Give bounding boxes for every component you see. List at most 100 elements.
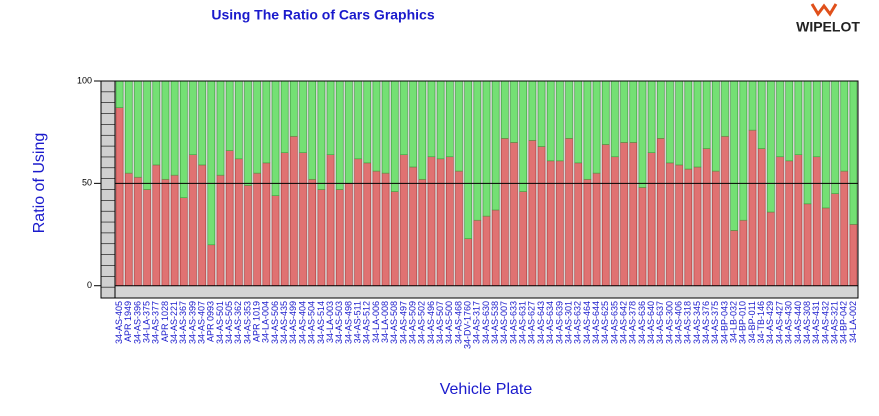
logo-icon [810, 3, 838, 17]
x-tick-label: 34-AS-432 [820, 301, 830, 344]
bar-segment [592, 80, 601, 174]
x-axis-label: Vehicle Plate [440, 381, 533, 398]
bar-segment [170, 80, 179, 176]
x-tick-label: 34-AS-301 [563, 301, 573, 344]
bar-segment [675, 80, 683, 166]
chart-title: Using The Ratio of Cars Graphics [211, 7, 434, 23]
bar-segment [565, 138, 573, 287]
bar-segment [464, 238, 472, 287]
bar-segment [721, 135, 729, 287]
bar-segment [501, 80, 509, 139]
bar-segment [161, 178, 170, 287]
bar-segment [739, 219, 748, 287]
x-tick-label: 34-AS-468 [453, 301, 463, 344]
bar-segment [556, 160, 564, 287]
x-tick-label: 34-BP-042 [839, 301, 849, 344]
x-tick-label: 34-AS-639 [554, 301, 564, 344]
bar-segment [280, 152, 289, 287]
bar-segment [235, 80, 243, 160]
bar-segment [656, 80, 665, 139]
bar-segment [134, 80, 142, 178]
bar-segment [418, 178, 427, 287]
bar-segment [244, 185, 252, 287]
x-tick-label: 34-AS-631 [518, 301, 528, 344]
bar-segment [189, 154, 197, 287]
bar-segment [235, 158, 243, 287]
bar-segment [546, 160, 555, 287]
bar-segment [601, 80, 610, 145]
x-tick-label: 34-AS-396 [132, 301, 142, 344]
x-tick-label: 34-LA-002 [848, 301, 858, 343]
bar-segment [207, 80, 216, 246]
x-tick-label: 34-AS-007 [499, 301, 509, 344]
bar-segment [326, 154, 335, 287]
x-tick-label: 34-AS-503 [334, 301, 344, 344]
bar-segment [822, 207, 830, 287]
x-tick-label: 34-AS-376 [701, 301, 711, 344]
x-tick-label: 34-AS-377 [151, 301, 161, 344]
x-tick-label: 34-AS-505 [224, 301, 234, 344]
bar-segment [794, 154, 803, 287]
bar-segment [418, 80, 427, 180]
y-tick-label: 100 [77, 75, 92, 85]
bar-segment [216, 174, 225, 287]
x-tick-label: 34-AS-407 [197, 301, 207, 344]
x-tick-label: 34-AS-500 [444, 301, 454, 344]
x-tick-label: 34-AS-429 [765, 301, 775, 344]
bar-segment [803, 80, 812, 205]
x-tick-label: 34-AS-375 [710, 301, 720, 344]
bar-segment [335, 80, 344, 190]
bar-segment [271, 195, 280, 287]
bar-segment [592, 172, 601, 287]
x-tick-label: 34-AS-508 [389, 301, 399, 344]
x-tick-label: 34-AS-504 [307, 301, 317, 344]
bar-segment [482, 215, 491, 287]
x-tick-label: 34-AS-507 [435, 301, 445, 344]
bar-segment [253, 172, 261, 287]
bar-segment [143, 80, 151, 190]
x-tick-label: 34-AS-499 [288, 301, 298, 344]
bar-segment [629, 80, 638, 143]
bar-segment [170, 174, 179, 287]
bar-segment [629, 142, 638, 287]
bar-segment [730, 80, 738, 231]
bar-segment [317, 80, 326, 190]
bar-segment [198, 80, 206, 166]
bar-segment [381, 172, 390, 287]
bar-segment [620, 80, 628, 143]
x-tick-label: 34-DV-1760 [463, 301, 473, 349]
x-tick-label: 34-AS-300 [664, 301, 674, 344]
x-tick-label: 34-AS-630 [481, 301, 491, 344]
bar-segment [831, 80, 839, 194]
bar-segment [207, 244, 216, 287]
x-tick-label: 34-AS-399 [187, 301, 197, 344]
bar-segment [519, 191, 527, 287]
x-tick-label: 34-AS-430 [784, 301, 794, 344]
bar-segment [611, 80, 619, 158]
bar-segment [345, 80, 353, 184]
x-tick-label: 34-AS-512 [362, 301, 372, 344]
x-tick-label: 34-AS-514 [316, 301, 326, 344]
bar-segment [776, 156, 784, 287]
bar-segment [216, 80, 225, 176]
bar-segment [849, 224, 858, 287]
x-tick-label: 34-AS-642 [618, 301, 628, 344]
bar-segment [225, 80, 234, 151]
x-tick-label: APR 1019 [252, 301, 262, 342]
bar-segment [822, 80, 830, 209]
bar-segment [317, 189, 326, 287]
bar-segment [290, 80, 298, 137]
x-tick-label: 34-AS-636 [637, 301, 647, 344]
x-tick-label: 34-LA-008 [380, 301, 390, 343]
bar-segment [446, 80, 454, 158]
x-tick-label: 34-AS-625 [600, 301, 610, 344]
bar-segment [124, 80, 133, 174]
bar-segment [767, 80, 775, 213]
x-tick-label: 34-BP-043 [719, 301, 729, 344]
x-tick-label: 34-AS-440 [793, 301, 803, 344]
x-tick-label: 34-LA-004 [261, 301, 271, 343]
bar-segment [748, 129, 757, 287]
bar-segment [299, 152, 307, 287]
bar-segment [143, 189, 151, 287]
bar-segment [134, 176, 142, 287]
